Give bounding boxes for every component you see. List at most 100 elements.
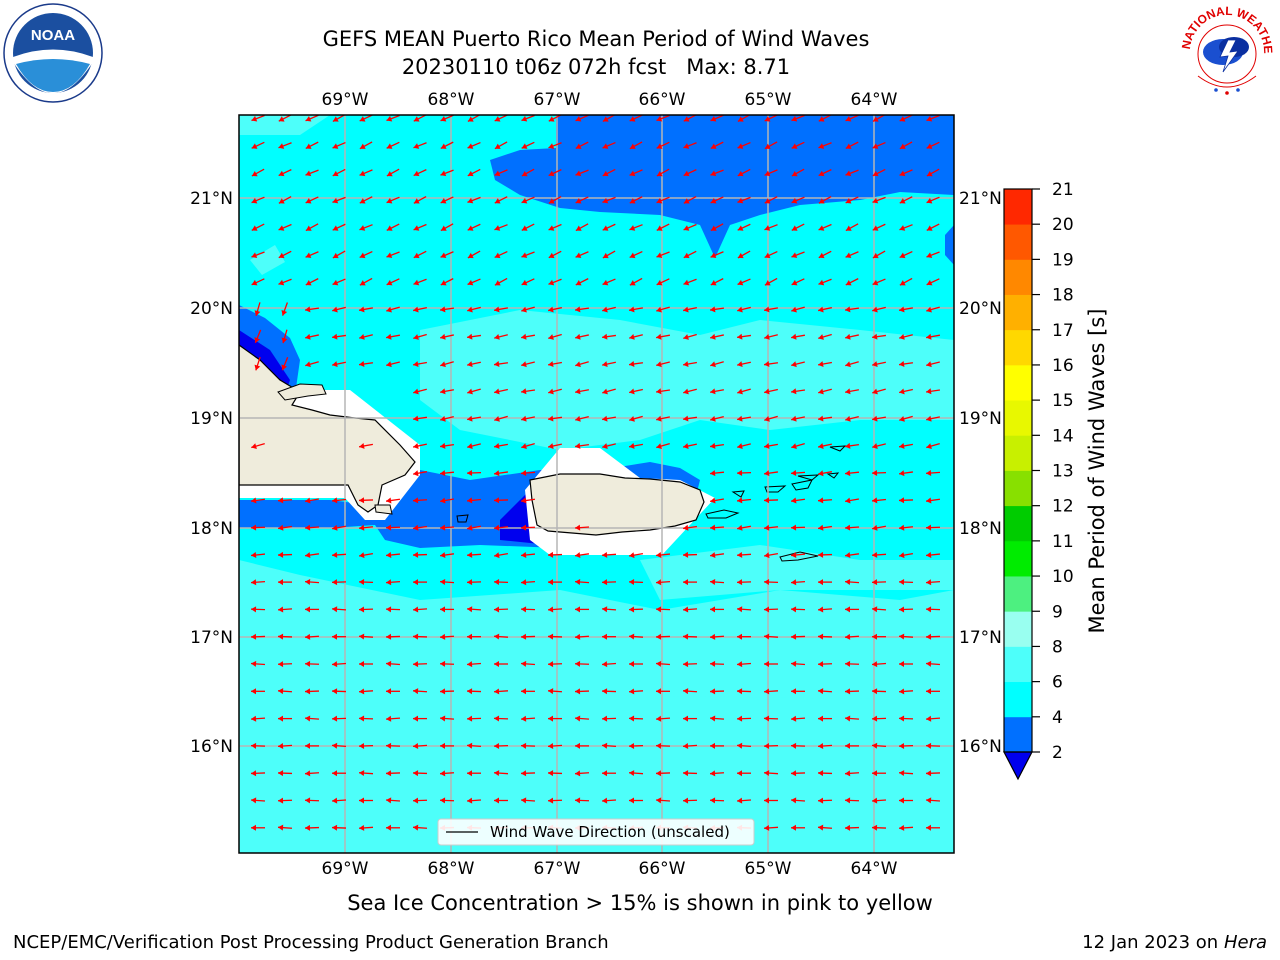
wind-wave-arrow-head — [602, 443, 608, 449]
wind-wave-arrow-head — [926, 443, 932, 450]
wind-wave-arrow-head — [332, 116, 339, 122]
wind-wave-arrow-head — [818, 225, 825, 231]
wind-wave-arrow-head — [305, 143, 312, 149]
wind-wave-arrow-head — [926, 197, 933, 204]
wind-wave-arrow-head — [737, 688, 743, 695]
wind-wave-arrow-head — [467, 443, 473, 449]
lon-label-bottom: 64°W — [851, 859, 898, 879]
wind-wave-arrow-head — [521, 715, 527, 722]
wind-wave-arrow-head — [683, 770, 689, 777]
wind-wave-arrow-head — [656, 252, 663, 259]
colorbar-tick-label: 19 — [1052, 250, 1074, 270]
lon-label-top: 69°W — [322, 90, 369, 110]
wind-wave-arrow-head — [278, 170, 285, 177]
wind-wave-arrow-head — [386, 770, 392, 777]
wind-wave-arrow-head — [899, 170, 906, 177]
wind-wave-arrow-head — [575, 578, 581, 585]
wind-wave-arrow-head — [548, 743, 554, 750]
wind-wave-arrow-head — [629, 170, 636, 177]
wind-wave-arrow-head — [548, 225, 555, 231]
wind-wave-arrow-head — [791, 115, 798, 122]
lon-label-top: 65°W — [745, 90, 792, 110]
wind-wave-arrow-head — [872, 606, 878, 613]
wind-wave-arrow-head — [521, 415, 527, 422]
wind-wave-arrow-head — [683, 143, 690, 149]
wind-wave-arrow-head — [575, 361, 581, 368]
wind-wave-arrow-head — [683, 606, 689, 613]
wind-wave-arrow-head — [521, 524, 527, 531]
wind-wave-arrow-head — [440, 606, 445, 613]
wind-wave-arrow-head — [872, 579, 878, 586]
wind-wave-arrow-head — [899, 661, 904, 667]
wind-wave-arrow-head — [305, 660, 311, 667]
wind-wave-arrow-head — [602, 116, 609, 122]
wind-wave-arrow-head — [872, 116, 879, 122]
wind-wave-arrow-head — [575, 742, 580, 749]
wind-wave-arrow-head — [467, 116, 474, 122]
wind-wave-arrow-head — [818, 143, 825, 149]
wind-wave-arrow-head — [494, 661, 499, 667]
wind-wave-arrow-head — [845, 715, 851, 722]
wind-wave-arrow-head — [737, 306, 743, 313]
wind-wave-arrow-head — [845, 415, 851, 422]
wind-wave-arrow-head — [791, 252, 798, 259]
colorbar-cell — [1004, 576, 1032, 612]
wind-wave-arrow-head — [845, 361, 851, 368]
wind-wave-arrow-head — [764, 497, 770, 504]
wind-wave-arrow-head — [656, 388, 662, 395]
wind-wave-arrow-head — [764, 661, 769, 667]
wind-wave-arrow-head — [575, 633, 581, 640]
wind-wave-arrow-head — [737, 333, 743, 340]
wind-wave-arrow-head — [683, 551, 689, 558]
wind-wave-arrow-head — [278, 551, 284, 558]
wind-wave-arrow-head — [899, 497, 905, 504]
wind-wave-arrow-head — [872, 333, 878, 340]
wind-wave-arrow-head — [467, 361, 473, 368]
wind-wave-arrow-head — [413, 551, 419, 558]
wind-wave-arrow-head — [872, 388, 878, 395]
lat-label-left: 16°N — [190, 737, 233, 757]
wind-wave-arrow-head — [305, 742, 310, 749]
wind-wave-arrow-head — [764, 280, 771, 286]
wind-wave-arrow-head — [548, 633, 554, 640]
wind-wave-arrow-head — [305, 770, 311, 777]
colorbar-tick-label: 17 — [1052, 321, 1074, 341]
wind-wave-arrow-head — [629, 116, 636, 122]
wind-wave-arrow-head — [548, 443, 554, 449]
wind-wave-arrow-head — [494, 524, 500, 531]
wind-wave-arrow-head — [764, 606, 770, 613]
wind-wave-arrow-head — [332, 197, 339, 204]
wind-wave-arrow-head — [656, 742, 662, 749]
wind-wave-arrow-head — [494, 170, 501, 177]
wind-wave-arrow-head — [305, 715, 311, 722]
wind-wave-arrow-head — [764, 633, 770, 640]
wind-wave-arrow-head — [764, 742, 770, 749]
wind-wave-arrow-head — [926, 824, 931, 831]
wind-wave-arrow-head — [737, 197, 744, 204]
wind-wave-arrow-head — [710, 770, 716, 777]
wind-wave-arrow-head — [656, 770, 662, 777]
colorbar-cell — [1004, 505, 1032, 542]
colorbar-tick-label: 11 — [1052, 532, 1074, 552]
wind-wave-arrow-head — [899, 552, 905, 559]
colorbar-cell — [1004, 400, 1032, 436]
wind-wave-arrow-head — [899, 116, 906, 122]
wind-wave-arrow-head — [521, 306, 527, 313]
wind-wave-arrow-head — [683, 225, 690, 231]
wind-wave-arrow-head — [278, 279, 285, 286]
lon-label-bottom: 68°W — [428, 859, 475, 879]
wind-wave-arrow-head — [710, 633, 716, 640]
wind-wave-arrow-head — [254, 364, 261, 371]
wind-wave-arrow-head — [710, 361, 716, 368]
lat-label-left: 19°N — [190, 409, 233, 429]
wind-wave-arrow-head — [764, 688, 770, 695]
colorbar-cell — [1004, 224, 1032, 260]
noaa-logo: NOAA — [3, 3, 103, 103]
colorbar-tick-label: 10 — [1052, 567, 1074, 587]
wind-wave-arrow-head — [359, 143, 366, 149]
wind-wave-arrow-head — [845, 633, 851, 640]
wind-wave-arrow-head — [332, 770, 337, 777]
wind-wave-arrow-head — [332, 361, 338, 368]
colorbar-tick-label: 13 — [1052, 462, 1074, 482]
wind-wave-arrow-head — [629, 742, 635, 749]
